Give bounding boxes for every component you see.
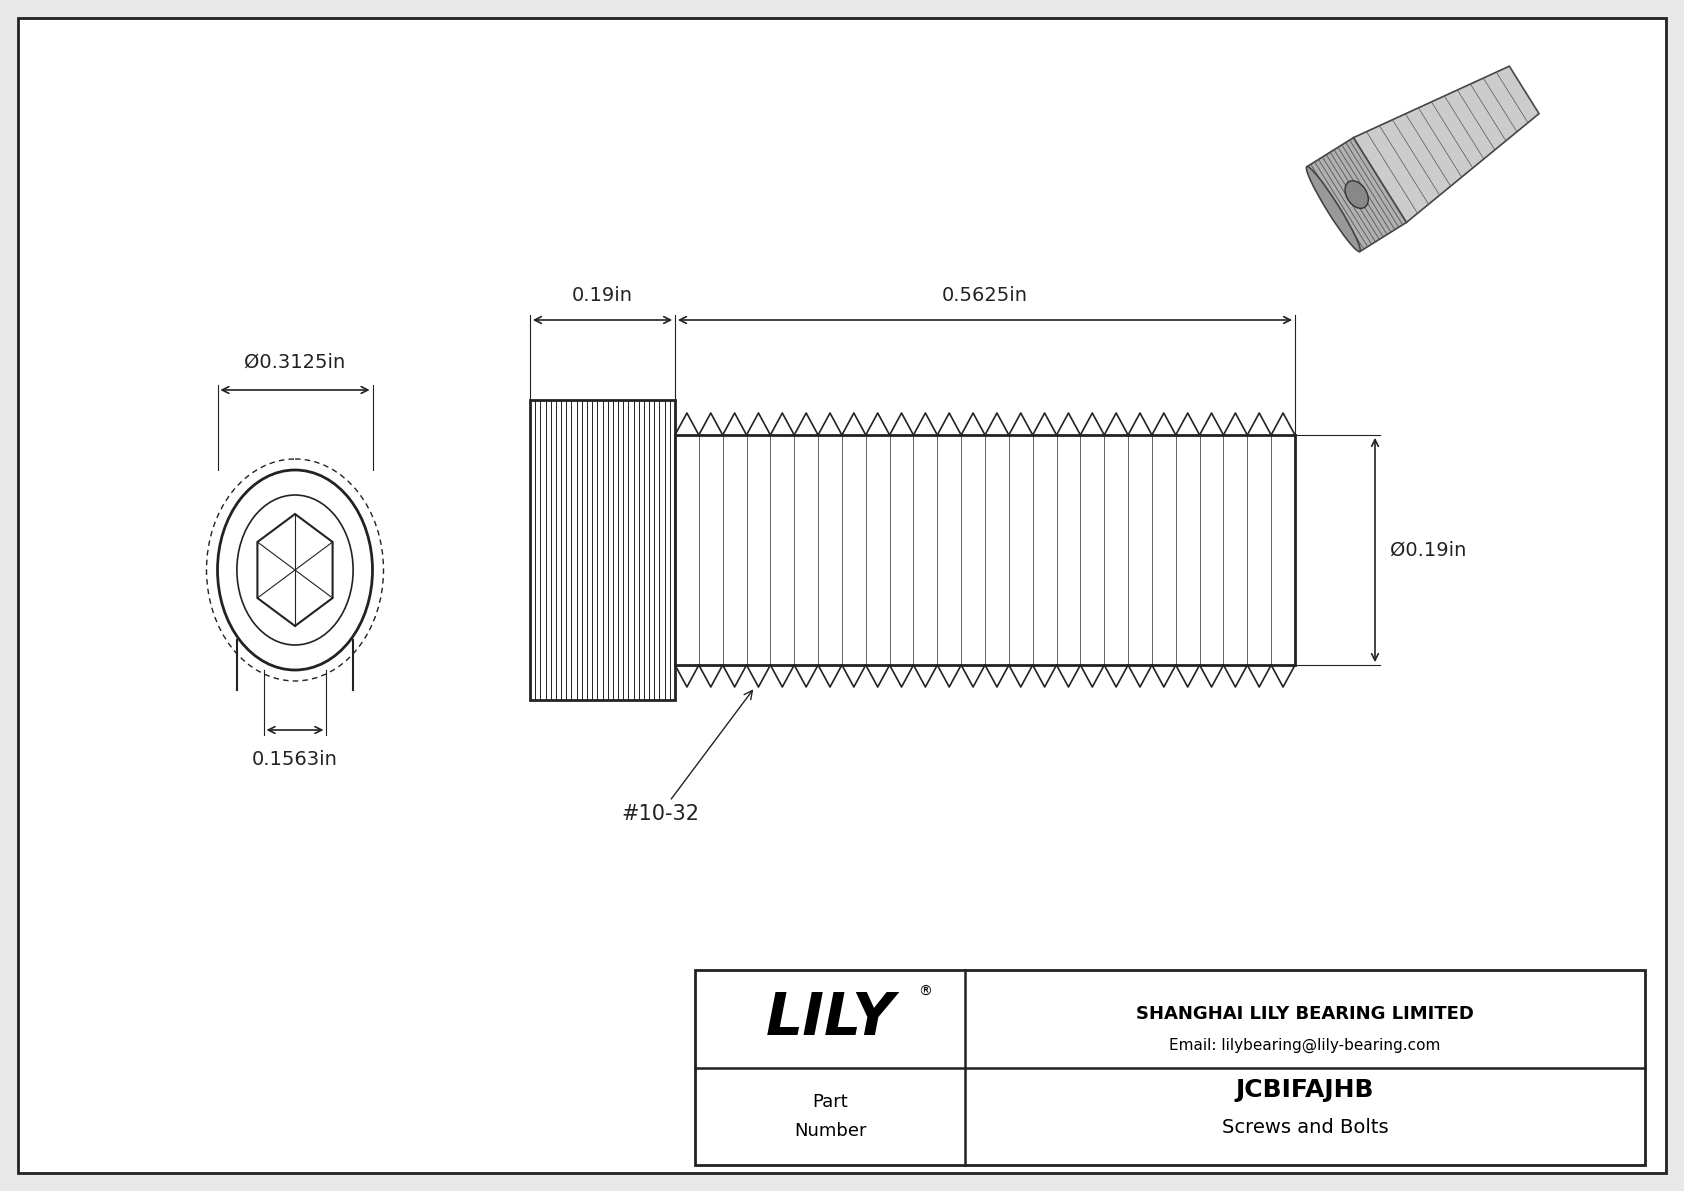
Text: JCBIFAJHB: JCBIFAJHB [1236,1078,1374,1102]
Text: Ø0.19in: Ø0.19in [1389,541,1467,560]
Text: Email: lilybearing@lily-bearing.com: Email: lilybearing@lily-bearing.com [1169,1039,1442,1053]
Text: LILY: LILY [765,990,894,1047]
FancyBboxPatch shape [695,969,1645,1165]
Text: Screws and Bolts: Screws and Bolts [1221,1118,1388,1137]
Polygon shape [1354,67,1539,223]
Polygon shape [675,435,1295,665]
Text: Ø0.3125in: Ø0.3125in [244,353,345,372]
Text: SHANGHAI LILY BEARING LIMITED: SHANGHAI LILY BEARING LIMITED [1137,1005,1474,1023]
Text: #10-32: #10-32 [621,691,753,824]
FancyBboxPatch shape [530,400,675,700]
Text: 0.19in: 0.19in [573,286,633,305]
Ellipse shape [1346,181,1369,208]
Text: Part
Number: Part Number [793,1092,866,1140]
Ellipse shape [1307,167,1361,251]
Text: 0.5625in: 0.5625in [941,286,1027,305]
Text: 0.1563in: 0.1563in [253,750,338,769]
Text: ®: ® [918,985,931,999]
Polygon shape [1307,138,1406,251]
FancyBboxPatch shape [19,18,1665,1173]
